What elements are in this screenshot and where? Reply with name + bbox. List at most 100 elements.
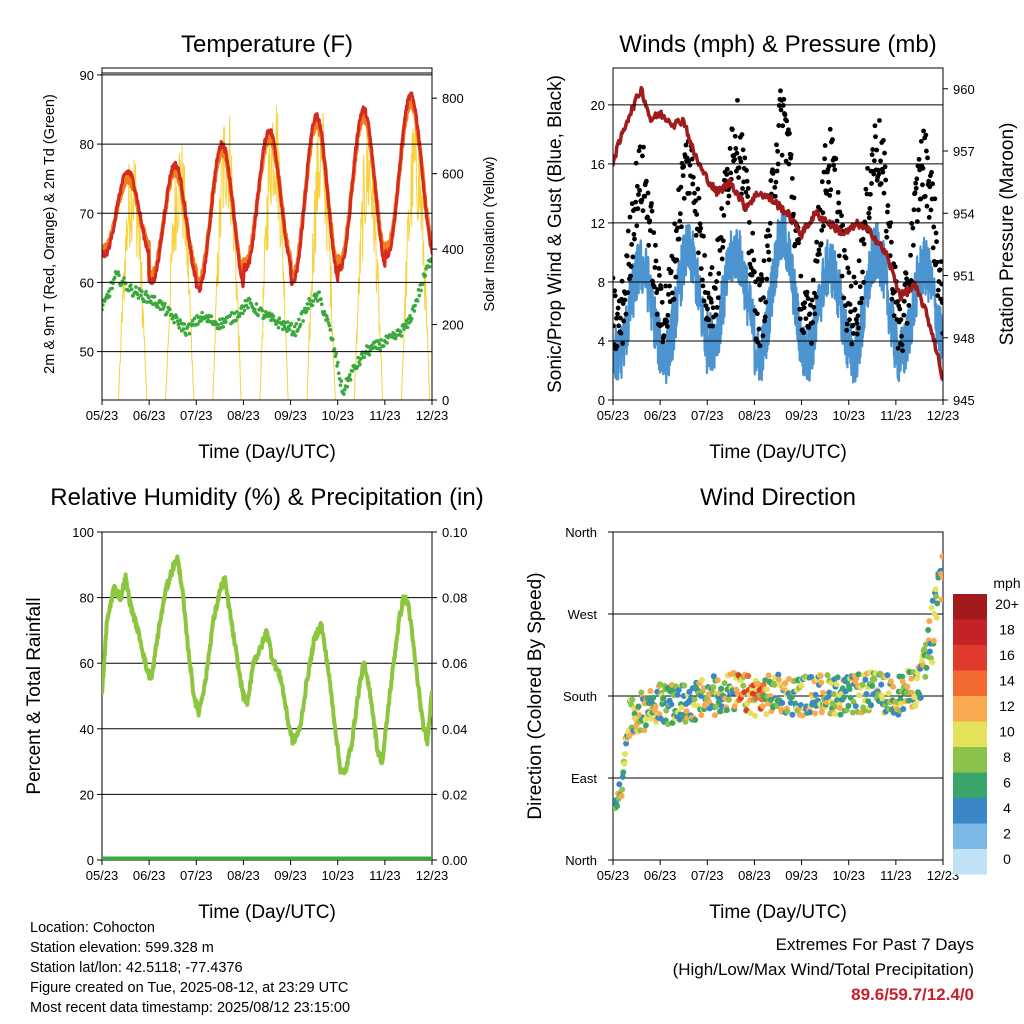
wind_direction-ytick-label: West — [568, 607, 598, 622]
gust-point — [745, 186, 751, 191]
gust-point — [770, 171, 776, 176]
gust-point — [927, 184, 933, 190]
dewpoint-point — [276, 325, 281, 330]
dewpoint-point — [235, 310, 239, 314]
direction-point — [863, 690, 870, 697]
gust-point — [857, 284, 863, 290]
gust-point — [645, 190, 651, 196]
humidity-y2tick-label: 0.08 — [442, 591, 467, 606]
gust-point — [835, 189, 841, 195]
gust-point — [784, 118, 790, 124]
direction-point — [831, 710, 838, 717]
gust-point — [624, 253, 630, 259]
humidity-ytick-label: 20 — [80, 787, 94, 802]
gust-point — [772, 184, 778, 190]
direction-point — [788, 694, 795, 701]
gust-point — [844, 321, 850, 327]
dewpoint-point — [174, 315, 179, 320]
gust-point — [740, 147, 746, 153]
gust-point — [709, 265, 715, 270]
dewpoint-point — [339, 379, 344, 383]
gust-point — [732, 157, 738, 162]
gust-point — [664, 319, 670, 325]
gust-point — [911, 207, 917, 213]
gust-point — [681, 164, 687, 169]
temperature-ytick-label: 80 — [80, 137, 94, 152]
direction-point — [799, 712, 806, 719]
winds-y2tick-label: 957 — [953, 144, 975, 159]
gust-point — [813, 294, 819, 300]
gust-point — [665, 312, 671, 318]
direction-point — [718, 685, 725, 692]
gust-point — [938, 259, 943, 265]
gust-point — [776, 123, 782, 128]
gust-point — [774, 168, 780, 174]
gust-point — [744, 178, 750, 184]
gust-point — [761, 295, 766, 301]
gust-point — [752, 269, 757, 275]
temperature-xtick-label: 11/23 — [369, 408, 401, 423]
dewpoint-point — [338, 383, 343, 387]
gust-point — [869, 152, 875, 158]
direction-point — [808, 673, 815, 680]
gust-point — [750, 230, 756, 236]
dewpoint-point — [334, 351, 339, 356]
gust-point — [679, 224, 684, 230]
wind_direction-ylabel: Direction (Colored By Speed) — [525, 572, 546, 819]
gust-point — [699, 277, 705, 283]
gust-point — [775, 148, 781, 154]
dewpoint-point — [289, 321, 294, 326]
direction-point — [861, 707, 868, 714]
gust-point — [852, 307, 858, 312]
gust-point — [758, 272, 764, 277]
gust-point — [822, 156, 827, 162]
winds-y2label: Station Pressure (Maroon) — [997, 123, 1018, 346]
gust-point — [819, 179, 825, 185]
gust-point — [791, 211, 796, 217]
dewpoint-point — [328, 328, 333, 332]
direction-point — [879, 695, 886, 702]
direction-point — [621, 760, 628, 767]
winds-title: Winds (mph) & Pressure (mb) — [619, 31, 936, 58]
gust-point — [833, 156, 839, 162]
temperature-ytick-label: 60 — [80, 275, 94, 290]
direction-point — [925, 627, 932, 634]
gust-point — [696, 195, 702, 201]
gust-point — [850, 322, 856, 328]
gust-point — [822, 143, 828, 148]
gust-point — [930, 181, 936, 187]
gust-point — [697, 221, 703, 227]
dewpoint-point — [112, 275, 117, 280]
dewpoint-point — [311, 299, 316, 303]
dewpoint-point — [110, 286, 114, 291]
gust-point — [675, 225, 680, 231]
direction-point — [923, 664, 930, 671]
gust-point — [690, 181, 696, 187]
gust-point — [614, 343, 620, 349]
solar-insolation-line — [102, 105, 432, 400]
gust-point — [633, 160, 639, 166]
direction-point — [837, 711, 844, 718]
direction-point — [798, 682, 805, 689]
humidity-xtick-label: 08/23 — [227, 868, 260, 883]
gust-point — [814, 239, 820, 245]
gust-point — [885, 203, 891, 209]
direction-point — [824, 672, 831, 679]
dewpoint-point — [297, 317, 301, 322]
direction-point — [669, 719, 676, 726]
gust-point — [906, 303, 912, 308]
gust-point — [899, 333, 904, 339]
gust-point — [622, 297, 628, 303]
gust-point — [628, 273, 633, 279]
gust-point — [643, 178, 649, 184]
temperature-y2tick-label: 800 — [442, 91, 464, 106]
wind_direction-xtick-label: 06/23 — [644, 868, 677, 883]
temperature-ytick-label: 50 — [80, 345, 94, 360]
dewpoint-point — [427, 265, 432, 269]
gust-point — [705, 306, 710, 312]
dewpoint-point — [429, 257, 432, 261]
winds-y2tick-label: 951 — [953, 269, 975, 284]
gust-point — [620, 341, 626, 346]
temperature-frame — [101, 67, 433, 401]
